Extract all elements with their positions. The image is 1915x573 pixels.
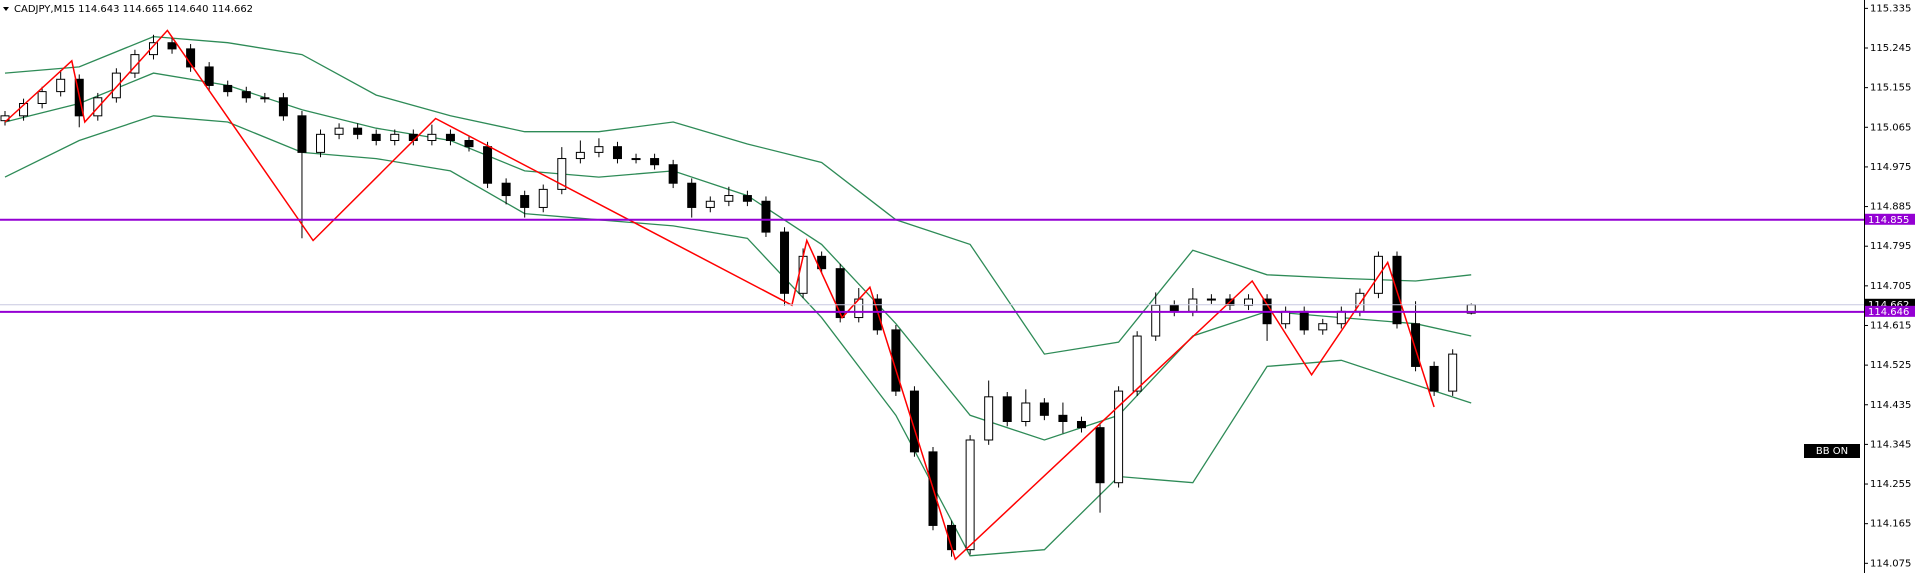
y-tick-label: 114.705	[1870, 281, 1911, 292]
horizontal-line-box	[1865, 213, 1915, 225]
y-tick-label: 114.795	[1870, 241, 1911, 252]
candle-body	[1411, 323, 1421, 367]
candle-body	[687, 182, 697, 208]
candle-body	[650, 158, 660, 166]
candle-body	[483, 146, 493, 184]
candle-body	[111, 72, 121, 99]
candle-body	[334, 127, 344, 135]
horizontal-line-label: 114.646	[1868, 307, 1909, 318]
candle-body	[501, 182, 511, 197]
horizontal-line-box	[1865, 305, 1915, 317]
y-tick-label: 114.255	[1870, 479, 1911, 490]
horizontal-line-label: 114.855	[1868, 215, 1909, 226]
y-tick-label: 114.885	[1870, 202, 1911, 213]
candle-body	[445, 133, 455, 141]
candle-body	[1058, 414, 1068, 422]
candle-body	[835, 268, 845, 319]
y-tick-label: 115.335	[1870, 3, 1911, 14]
candle-body	[1002, 396, 1012, 422]
candle-body	[37, 91, 47, 105]
bollinger-lower	[4, 115, 1472, 557]
candle-body	[984, 396, 994, 441]
candle-body	[130, 54, 140, 74]
y-tick-label: 114.165	[1870, 519, 1911, 530]
candle-body	[260, 97, 270, 100]
candle-body	[538, 188, 548, 208]
y-tick-label: 115.065	[1870, 122, 1911, 133]
candle-body	[1336, 310, 1346, 325]
candle-body	[798, 255, 808, 294]
candle-body	[1076, 420, 1086, 429]
candle-body	[872, 298, 882, 331]
candle-body	[297, 115, 307, 153]
candle-body	[464, 139, 474, 148]
candle-body	[1429, 365, 1439, 392]
candle-body	[780, 231, 790, 294]
candle-body	[1281, 310, 1291, 325]
y-tick-label: 114.525	[1870, 360, 1911, 371]
candle-body	[891, 329, 901, 392]
candle-body	[520, 195, 530, 208]
candle-body	[204, 66, 214, 86]
candle-body	[1114, 390, 1124, 484]
candle-body	[1169, 304, 1179, 312]
candle-body	[148, 42, 158, 56]
candle-body	[1318, 323, 1328, 331]
candle-body	[390, 133, 400, 141]
bollinger-upper	[4, 35, 1472, 355]
candle-body	[631, 158, 641, 161]
y-tick-label: 115.155	[1870, 83, 1911, 94]
candle-body	[167, 42, 177, 50]
zigzag	[4, 29, 1435, 561]
candle-body	[965, 439, 975, 551]
current-price-box	[1865, 298, 1915, 310]
candle-body	[371, 133, 381, 141]
candle-body	[223, 84, 233, 93]
chart-title: CADJPY,M15 114.643 114.665 114.640 114.6…	[14, 4, 253, 15]
candle-body	[1448, 353, 1458, 392]
candle-body	[278, 97, 288, 117]
candle-body	[353, 127, 363, 135]
candle-body	[1299, 310, 1309, 331]
candle-body	[56, 78, 66, 93]
candle-body	[1039, 402, 1049, 416]
candle-body	[575, 151, 585, 160]
candle-body	[316, 133, 326, 153]
badge-box	[1804, 444, 1860, 458]
candle-body	[724, 195, 734, 202]
candle-body	[427, 133, 437, 141]
candle-body	[557, 158, 567, 190]
candle-body	[909, 390, 919, 453]
y-tick-label: 114.615	[1870, 320, 1911, 331]
menu-arrow[interactable]	[3, 7, 9, 11]
y-tick-label: 114.345	[1870, 439, 1911, 450]
candle-body	[612, 146, 622, 160]
candle-body	[761, 200, 771, 233]
candle-body	[668, 164, 678, 184]
candle-body	[1021, 402, 1031, 422]
candle-body	[705, 200, 715, 208]
badge: BB ON	[1816, 446, 1848, 457]
candle-body	[1095, 427, 1105, 484]
y-tick-label: 114.075	[1870, 558, 1911, 569]
current-price-label: 114.662	[1868, 300, 1909, 311]
y-tick-label: 115.245	[1870, 43, 1911, 54]
candle-body	[241, 91, 251, 99]
y-tick-label: 114.975	[1870, 162, 1911, 173]
candle-body	[1132, 335, 1142, 392]
candle-body	[594, 146, 604, 153]
candle-body	[1206, 298, 1216, 301]
candle-body	[1151, 304, 1161, 337]
candle-body	[742, 195, 752, 202]
y-tick-label: 114.435	[1870, 400, 1911, 411]
